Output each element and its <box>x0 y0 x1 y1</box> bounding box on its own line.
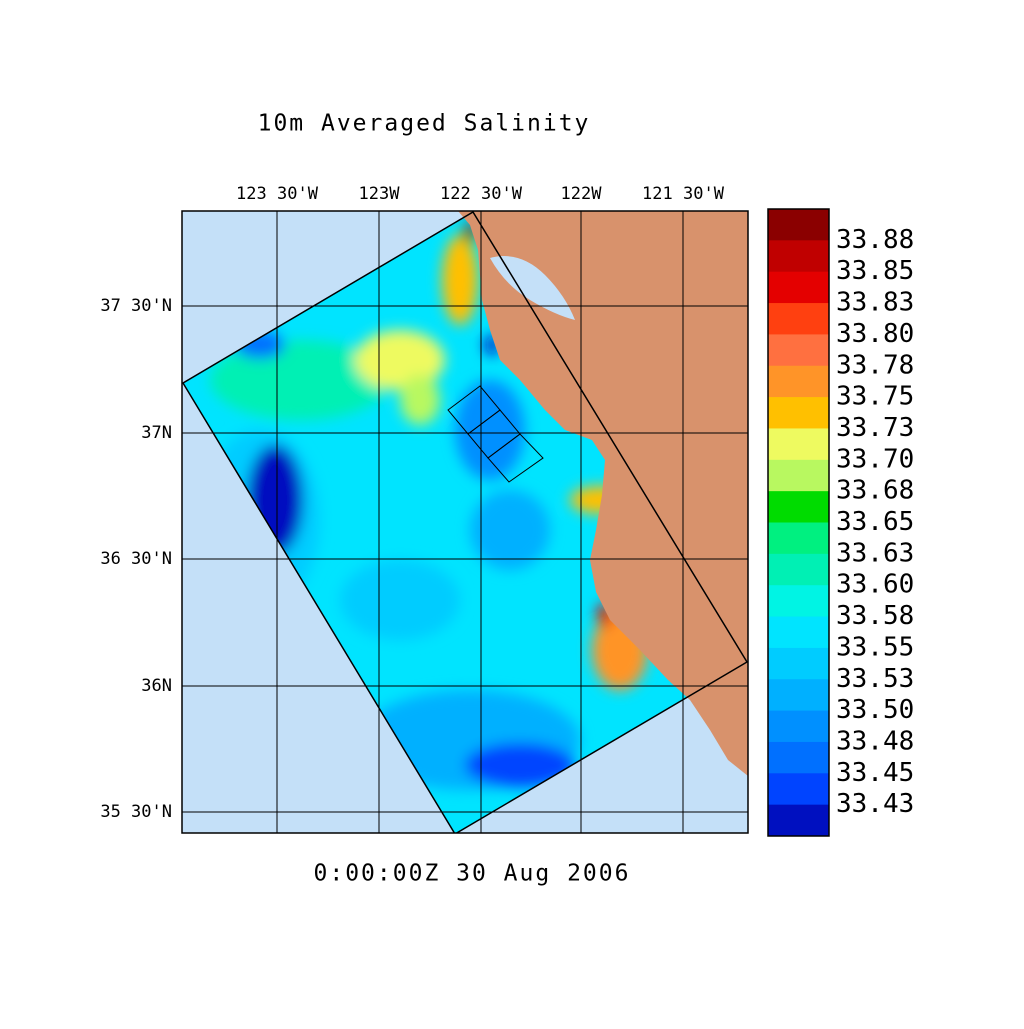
map <box>182 211 748 833</box>
colorbar-label: 33.55 <box>836 632 914 662</box>
colorbar-label: 33.50 <box>836 695 914 725</box>
lon-label: 123 30'W <box>236 184 319 204</box>
map-frame <box>181 210 749 834</box>
graticule <box>182 211 748 833</box>
bay <box>490 256 575 320</box>
colorbar-label: 33.88 <box>836 225 914 255</box>
lat-label: 37N <box>141 423 172 443</box>
title: 10m Averaged Salinity <box>258 111 591 137</box>
colorbar-box <box>768 647 829 680</box>
colorbar: 33.8833.8533.8333.8033.7833.7533.7333.70… <box>767 208 914 837</box>
colorbar-box <box>768 397 829 429</box>
colorbar-label: 33.65 <box>836 507 914 537</box>
colorbar-box <box>768 522 829 555</box>
colorbar-box <box>768 741 829 774</box>
colorbar-box <box>768 679 829 712</box>
colorbar-box <box>768 271 829 304</box>
colorbar-box <box>768 804 829 837</box>
lon-label: 122W <box>561 184 603 204</box>
colorbar-label: 33.85 <box>836 256 914 286</box>
lat-label: 36 30'N <box>100 549 172 569</box>
field-patches <box>200 222 648 790</box>
domain-outline <box>182 211 748 833</box>
lon-label: 121 30'W <box>642 184 725 204</box>
colorbar-label: 33.63 <box>836 538 914 568</box>
colorbar-box <box>768 773 829 806</box>
colorbar-box <box>768 710 829 743</box>
colorbar-box <box>768 365 829 398</box>
lon-label: 122 30'W <box>440 184 523 204</box>
colorbar-box <box>768 491 829 523</box>
colorbar-box <box>768 459 829 492</box>
lat-label: 35 30'N <box>100 802 172 822</box>
colorbar-label: 33.78 <box>836 350 914 380</box>
colorbar-label: 33.53 <box>836 664 914 694</box>
colorbar-box <box>768 428 829 461</box>
colorbar-label: 33.75 <box>836 382 914 412</box>
colorbar-label: 33.80 <box>836 319 914 349</box>
colorbar-label: 33.45 <box>836 758 914 788</box>
colorbar-box <box>768 209 829 241</box>
colorbar-label: 33.60 <box>836 570 914 600</box>
colorbar-label: 33.43 <box>836 789 914 819</box>
colorbar-box <box>768 553 829 586</box>
lon-label: 123W <box>359 184 401 204</box>
lat-label: 37 30'N <box>100 296 172 316</box>
land <box>458 211 748 776</box>
colorbar-box <box>768 334 829 367</box>
colorbar-box <box>768 585 829 618</box>
colorbar-box <box>768 616 829 649</box>
colorbar-box <box>768 303 829 335</box>
colorbar-label: 33.48 <box>836 726 914 756</box>
colorbar-frame <box>767 208 830 837</box>
colorbar-label: 33.83 <box>836 288 914 318</box>
lat-label: 36N <box>141 676 172 696</box>
colorbar-label: 33.68 <box>836 476 914 506</box>
colorbar-label: 33.73 <box>836 413 914 443</box>
colorbar-label: 33.58 <box>836 601 914 631</box>
colorbar-label: 33.70 <box>836 444 914 474</box>
timestamp: 0:00:00Z 30 Aug 2006 <box>314 861 631 887</box>
colorbar-box <box>768 240 829 273</box>
